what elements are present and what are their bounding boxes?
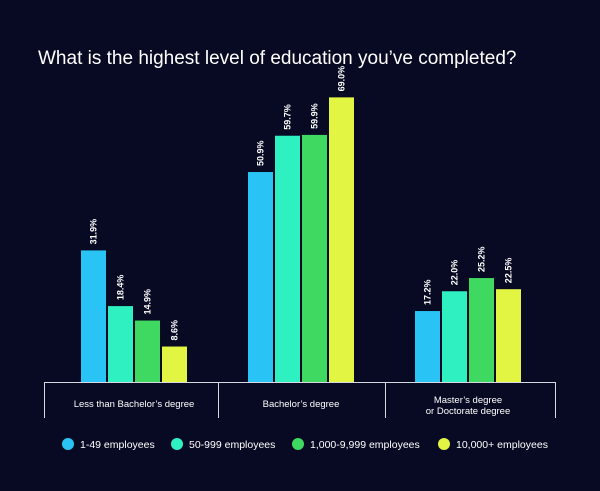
legend-swatch-3 bbox=[438, 438, 450, 450]
category-label-2-line-0: Master’s degree bbox=[434, 395, 502, 406]
value-label-2-1: 22.0% bbox=[450, 260, 460, 286]
bar-0-3 bbox=[162, 346, 187, 382]
category-label-1: Bachelor’s degree bbox=[263, 399, 340, 410]
bar-1-0 bbox=[248, 172, 273, 382]
bar-2-1 bbox=[442, 291, 467, 382]
value-label-1-0: 50.9% bbox=[256, 141, 266, 167]
x-axis: Less than Bachelor’s degree Bachelor’s de… bbox=[44, 382, 556, 418]
legend-swatch-2 bbox=[292, 438, 304, 450]
bar-0-0 bbox=[81, 250, 106, 382]
value-label-0-2: 14.9% bbox=[143, 289, 153, 315]
legend-label-3: 10,000+ employees bbox=[456, 439, 548, 451]
value-label-1-1: 59.7% bbox=[283, 104, 293, 130]
bar-2-3 bbox=[496, 289, 521, 382]
value-labels-layer: 31.9% 18.4% 14.9% 8.6% 50.9% 59.7% 59.9% 69.0% 1… bbox=[89, 66, 514, 341]
bar-0-1 bbox=[108, 306, 133, 382]
value-label-1-3: 69.0% bbox=[337, 66, 347, 92]
bars-layer bbox=[81, 97, 521, 382]
chart-title: What is the highest level of education y… bbox=[38, 48, 516, 69]
legend-swatch-1 bbox=[171, 438, 183, 450]
bar-1-2 bbox=[302, 134, 327, 382]
legend-label-0: 1-49 employees bbox=[80, 439, 155, 451]
legend-label-2: 1,000-9,999 employees bbox=[310, 439, 420, 451]
legend-swatch-0 bbox=[62, 438, 74, 450]
bar-0-2 bbox=[135, 320, 160, 382]
value-label-1-2: 59.9% bbox=[310, 103, 320, 129]
value-label-2-2: 25.2% bbox=[477, 247, 487, 273]
bar-1-1 bbox=[275, 135, 300, 382]
category-label-0: Less than Bachelor’s degree bbox=[74, 399, 195, 410]
value-label-0-3: 8.6% bbox=[170, 320, 180, 341]
value-label-2-3: 22.5% bbox=[504, 258, 514, 284]
value-label-2-0: 17.2% bbox=[423, 280, 433, 306]
value-label-0-1: 18.4% bbox=[116, 275, 126, 301]
bar-2-2 bbox=[469, 278, 494, 382]
category-label-2-line-1: or Doctorate degree bbox=[426, 406, 511, 417]
legend: 1-49 employees 50-999 employees 1,000-9,99… bbox=[62, 438, 548, 451]
bar-2-0 bbox=[415, 311, 440, 382]
bar-1-3 bbox=[329, 97, 354, 382]
value-label-0-0: 31.9% bbox=[89, 219, 99, 245]
legend-label-1: 50-999 employees bbox=[189, 439, 275, 451]
